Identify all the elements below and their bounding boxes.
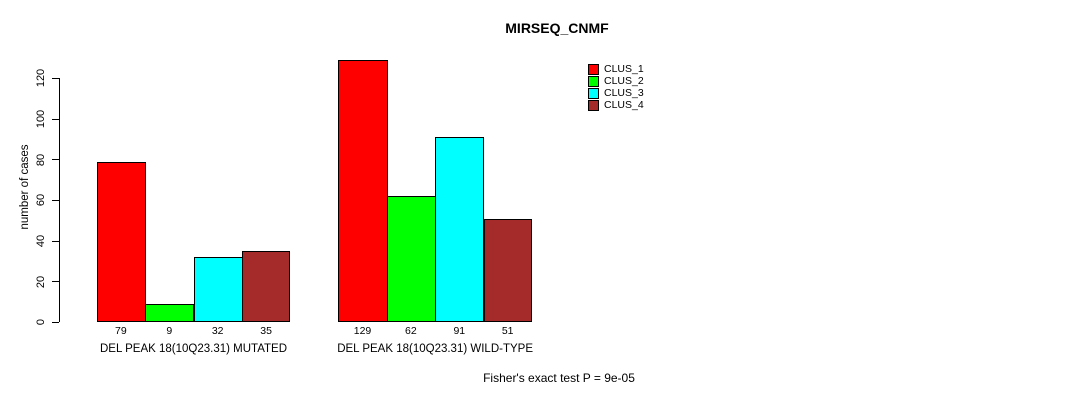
bar-clus_2-group1 (145, 304, 195, 323)
y-axis-tick-label: 20 (35, 275, 47, 288)
legend-label: CLUS_3 (604, 87, 644, 99)
bar-value-label: 35 (260, 324, 272, 337)
group-label: DEL PEAK 18(10Q23.31) MUTATED (99, 343, 288, 355)
y-axis-tick-label: 80 (35, 153, 47, 166)
y-axis-tick-label: 60 (35, 194, 47, 207)
legend-label: CLUS_1 (604, 63, 644, 75)
y-axis-tick-label: 40 (35, 234, 47, 248)
bar-value-label: 32 (211, 324, 224, 337)
legend-label: CLUS_4 (604, 99, 644, 111)
y-axis-tick (52, 199, 60, 201)
bar-value-label: 91 (453, 324, 466, 337)
y-axis-tick (52, 77, 60, 79)
y-axis-tick (52, 118, 60, 120)
bar-value-label: 62 (405, 324, 417, 337)
y-axis-tick-label: 0 (35, 319, 47, 326)
bar-clus_2-group2 (386, 196, 437, 323)
y-axis-tick (52, 159, 60, 161)
legend-item-clus_3: CLUS_3 (588, 87, 644, 99)
bar-value-label: 79 (115, 324, 127, 337)
y-axis-line (59, 78, 61, 323)
legend-item-clus_2: CLUS_2 (588, 75, 644, 87)
legend-swatch-icon (588, 99, 599, 111)
y-axis-tick (52, 281, 60, 283)
legend: CLUS_1 CLUS_2 CLUS_3 CLUS_4 (588, 63, 644, 111)
bar-clus_3-group1 (193, 257, 243, 323)
legend-label: CLUS_2 (604, 75, 644, 87)
legend-item-clus_4: CLUS_4 (588, 99, 644, 111)
group-label: DEL PEAK 18(10Q23.31) WILD-TYPE (337, 343, 533, 355)
bar-clus_1-group2 (338, 60, 388, 323)
y-axis-title: number of cases (19, 144, 31, 230)
y-axis-tick-label: 120 (35, 69, 47, 88)
bar-value-label: 51 (501, 324, 514, 337)
bar-value-label: 9 (166, 324, 173, 337)
bar-clus_4-group1 (241, 251, 291, 323)
bar-clus_1-group1 (96, 161, 147, 323)
legend-swatch-icon (588, 75, 599, 87)
y-axis-tick-label: 100 (35, 109, 47, 129)
legend-swatch-icon (588, 87, 599, 99)
bar-value-label: 129 (353, 324, 372, 337)
y-axis-tick (52, 321, 60, 323)
fisher-test-annotation: Fisher's exact test P = 9e-05 (483, 371, 635, 385)
legend-item-clus_1: CLUS_1 (588, 63, 644, 75)
y-axis-tick (52, 240, 60, 242)
chart-title: MIRSEQ_CNMF (505, 20, 609, 36)
bar-clus_3-group2 (435, 137, 485, 323)
legend-swatch-icon (588, 63, 599, 75)
bar-clus_4-group2 (483, 218, 532, 323)
